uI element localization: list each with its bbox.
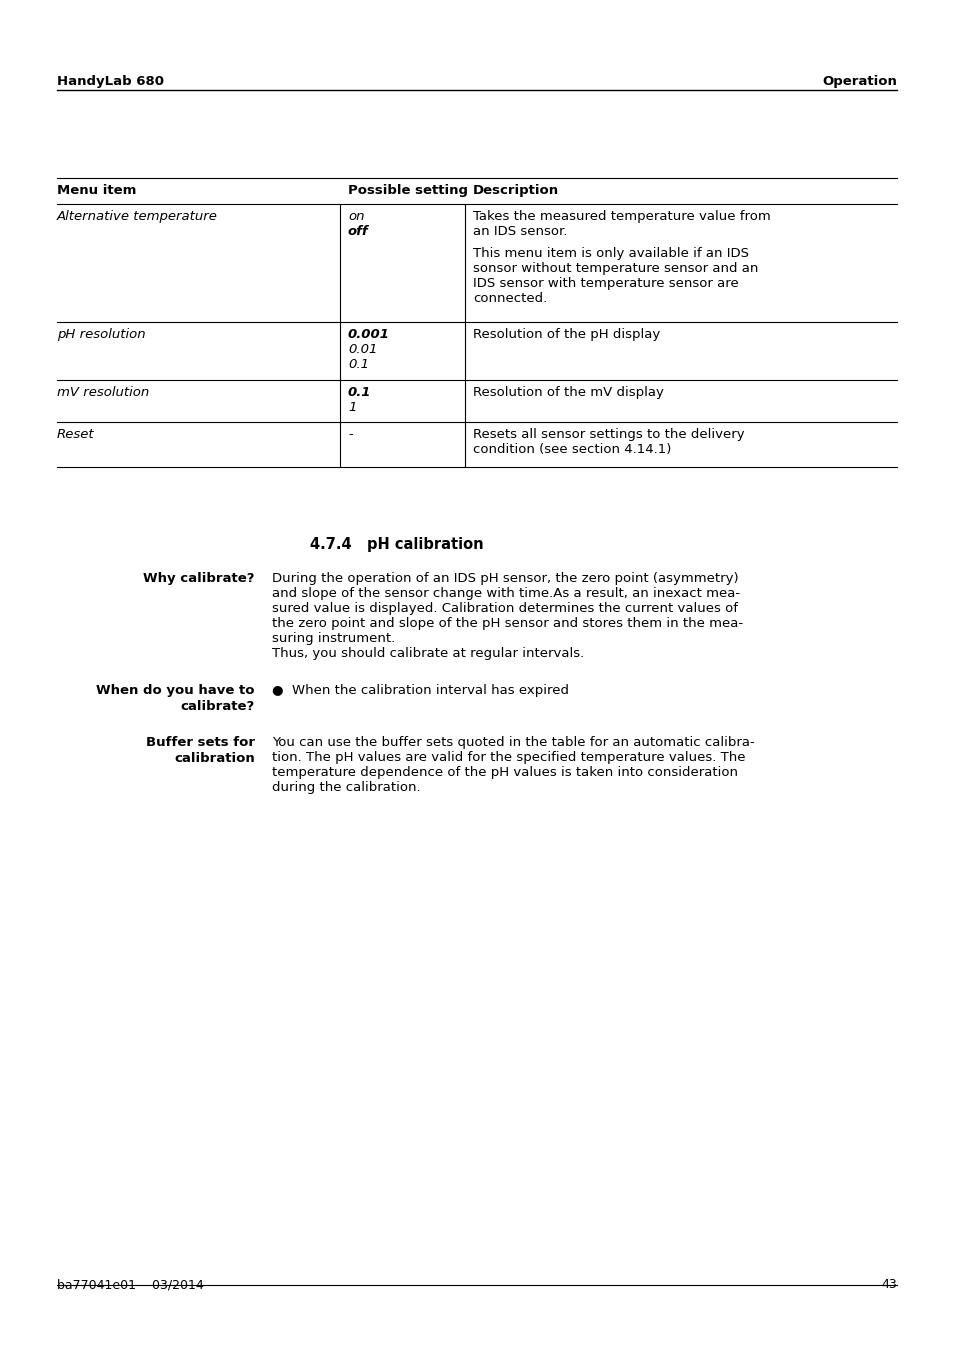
Text: on: on <box>348 211 364 223</box>
Text: HandyLab 680: HandyLab 680 <box>57 76 164 88</box>
Text: 1: 1 <box>348 401 356 414</box>
Text: pH resolution: pH resolution <box>57 328 146 342</box>
Text: You can use the buffer sets quoted in the table for an automatic calibra-
tion. : You can use the buffer sets quoted in th… <box>272 736 754 794</box>
Text: Buffer sets for: Buffer sets for <box>146 736 254 749</box>
Text: During the operation of an IDS pH sensor, the zero point (asymmetry)
and slope o: During the operation of an IDS pH sensor… <box>272 572 742 660</box>
Text: Resolution of the mV display: Resolution of the mV display <box>473 386 663 400</box>
Text: calibrate?: calibrate? <box>180 701 254 713</box>
Text: ba77041e01    03/2014: ba77041e01 03/2014 <box>57 1278 204 1291</box>
Text: Description: Description <box>473 184 558 197</box>
Text: calibration: calibration <box>174 752 254 765</box>
Text: 0.1: 0.1 <box>348 386 371 400</box>
Text: Menu item: Menu item <box>57 184 136 197</box>
Text: 0.01: 0.01 <box>348 343 377 356</box>
Text: When do you have to: When do you have to <box>96 684 254 697</box>
Text: Resets all sensor settings to the delivery
condition (see section 4.14.1): Resets all sensor settings to the delive… <box>473 428 744 456</box>
Text: 43: 43 <box>881 1278 896 1291</box>
Text: Resolution of the pH display: Resolution of the pH display <box>473 328 659 342</box>
Text: Reset: Reset <box>57 428 94 441</box>
Text: ●  When the calibration interval has expired: ● When the calibration interval has expi… <box>272 684 568 697</box>
Text: mV resolution: mV resolution <box>57 386 149 400</box>
Text: Possible setting: Possible setting <box>348 184 468 197</box>
Text: Operation: Operation <box>821 76 896 88</box>
Text: off: off <box>348 225 368 238</box>
Text: Alternative temperature: Alternative temperature <box>57 211 217 223</box>
Text: 0.001: 0.001 <box>348 328 390 342</box>
Text: 4.7.4   pH calibration: 4.7.4 pH calibration <box>310 537 483 552</box>
Text: Takes the measured temperature value from
an IDS sensor.: Takes the measured temperature value fro… <box>473 211 770 238</box>
Text: Why calibrate?: Why calibrate? <box>143 572 254 585</box>
Text: -: - <box>348 428 353 441</box>
Text: 0.1: 0.1 <box>348 358 369 371</box>
Text: This menu item is only available if an IDS
sonsor without temperature sensor and: This menu item is only available if an I… <box>473 247 758 305</box>
